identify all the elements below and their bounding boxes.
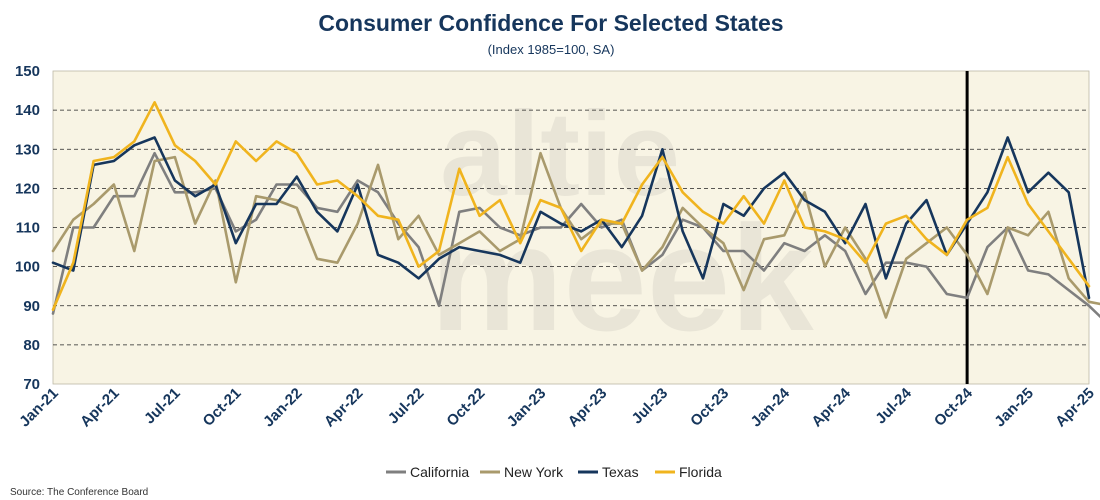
x-tick-label: Oct-22 [443, 385, 488, 430]
x-tick-group: Jul-24 [872, 384, 915, 427]
x-tick-label: Jul-24 [872, 384, 915, 427]
y-tick-label: 90 [23, 298, 40, 315]
y-tick-label: 110 [16, 220, 40, 237]
x-tick-label: Jan-25 [991, 385, 1037, 431]
x-tick-group: Jul-23 [629, 385, 672, 428]
x-tick-group: Apr-24 [808, 384, 854, 430]
x-tick-label: Jul-23 [629, 385, 672, 428]
y-tick-label: 150 [15, 63, 40, 80]
x-tick-label: Apr-23 [565, 385, 611, 431]
svg-text:altie: altie [440, 87, 680, 221]
x-tick-group: Oct-24 [931, 384, 976, 429]
x-tick-label: Apr-22 [321, 385, 367, 431]
series-line-california [51, 151, 1100, 319]
legend-label: New York [504, 464, 564, 480]
y-tick-label: 120 [15, 180, 40, 197]
y-tick-label: 80 [23, 337, 40, 354]
x-tick-label: Jan-23 [504, 385, 550, 431]
x-tick-group: Apr-21 [77, 385, 123, 431]
x-tick-group: Apr-23 [565, 385, 611, 431]
legend-label: Florida [679, 464, 722, 480]
legend-label: Texas [602, 464, 639, 480]
x-tick-group: Jan-25 [991, 385, 1037, 431]
series-line-new-york [51, 151, 1100, 319]
y-tick-label: 100 [15, 259, 40, 276]
x-tick-group: Apr-22 [321, 385, 367, 431]
x-tick-group: Jan-23 [504, 385, 550, 431]
x-tick-group: Jul-21 [141, 385, 184, 428]
x-tick-group: Jan-22 [260, 385, 306, 431]
x-tick-group: Oct-21 [200, 385, 245, 430]
series-line-florida [51, 101, 1091, 312]
x-tick-label: Oct-24 [931, 384, 976, 429]
x-tick-label: Oct-23 [687, 385, 732, 430]
x-tick-label: Apr-24 [808, 384, 854, 430]
x-tick-label: Apr-25 [1052, 385, 1098, 431]
source-note: Source: The Conference Board [10, 487, 148, 498]
x-tick-group: Oct-22 [443, 385, 488, 430]
x-tick-label: Oct-21 [200, 385, 245, 430]
x-tick-label: Apr-21 [77, 385, 123, 431]
chart-title: Consumer Confidence For Selected States [318, 10, 783, 36]
x-tick-label: Jan-24 [747, 384, 793, 430]
legend-label: California [410, 464, 469, 480]
x-tick-group: Apr-25 [1052, 385, 1098, 431]
x-tick-label: Jan-22 [260, 385, 306, 431]
x-tick-group: Oct-23 [687, 385, 732, 430]
x-tick-group: Jan-24 [747, 384, 793, 430]
chart-subtitle: (Index 1985=100, SA) [488, 42, 615, 57]
y-tick-label: 130 [15, 141, 40, 158]
x-tick-label: Jul-21 [141, 385, 184, 428]
y-tick-label: 140 [15, 102, 40, 119]
x-tick-group: Jul-22 [385, 385, 428, 428]
x-tick-label: Jul-22 [385, 385, 428, 428]
y-tick-label: 70 [23, 376, 40, 393]
